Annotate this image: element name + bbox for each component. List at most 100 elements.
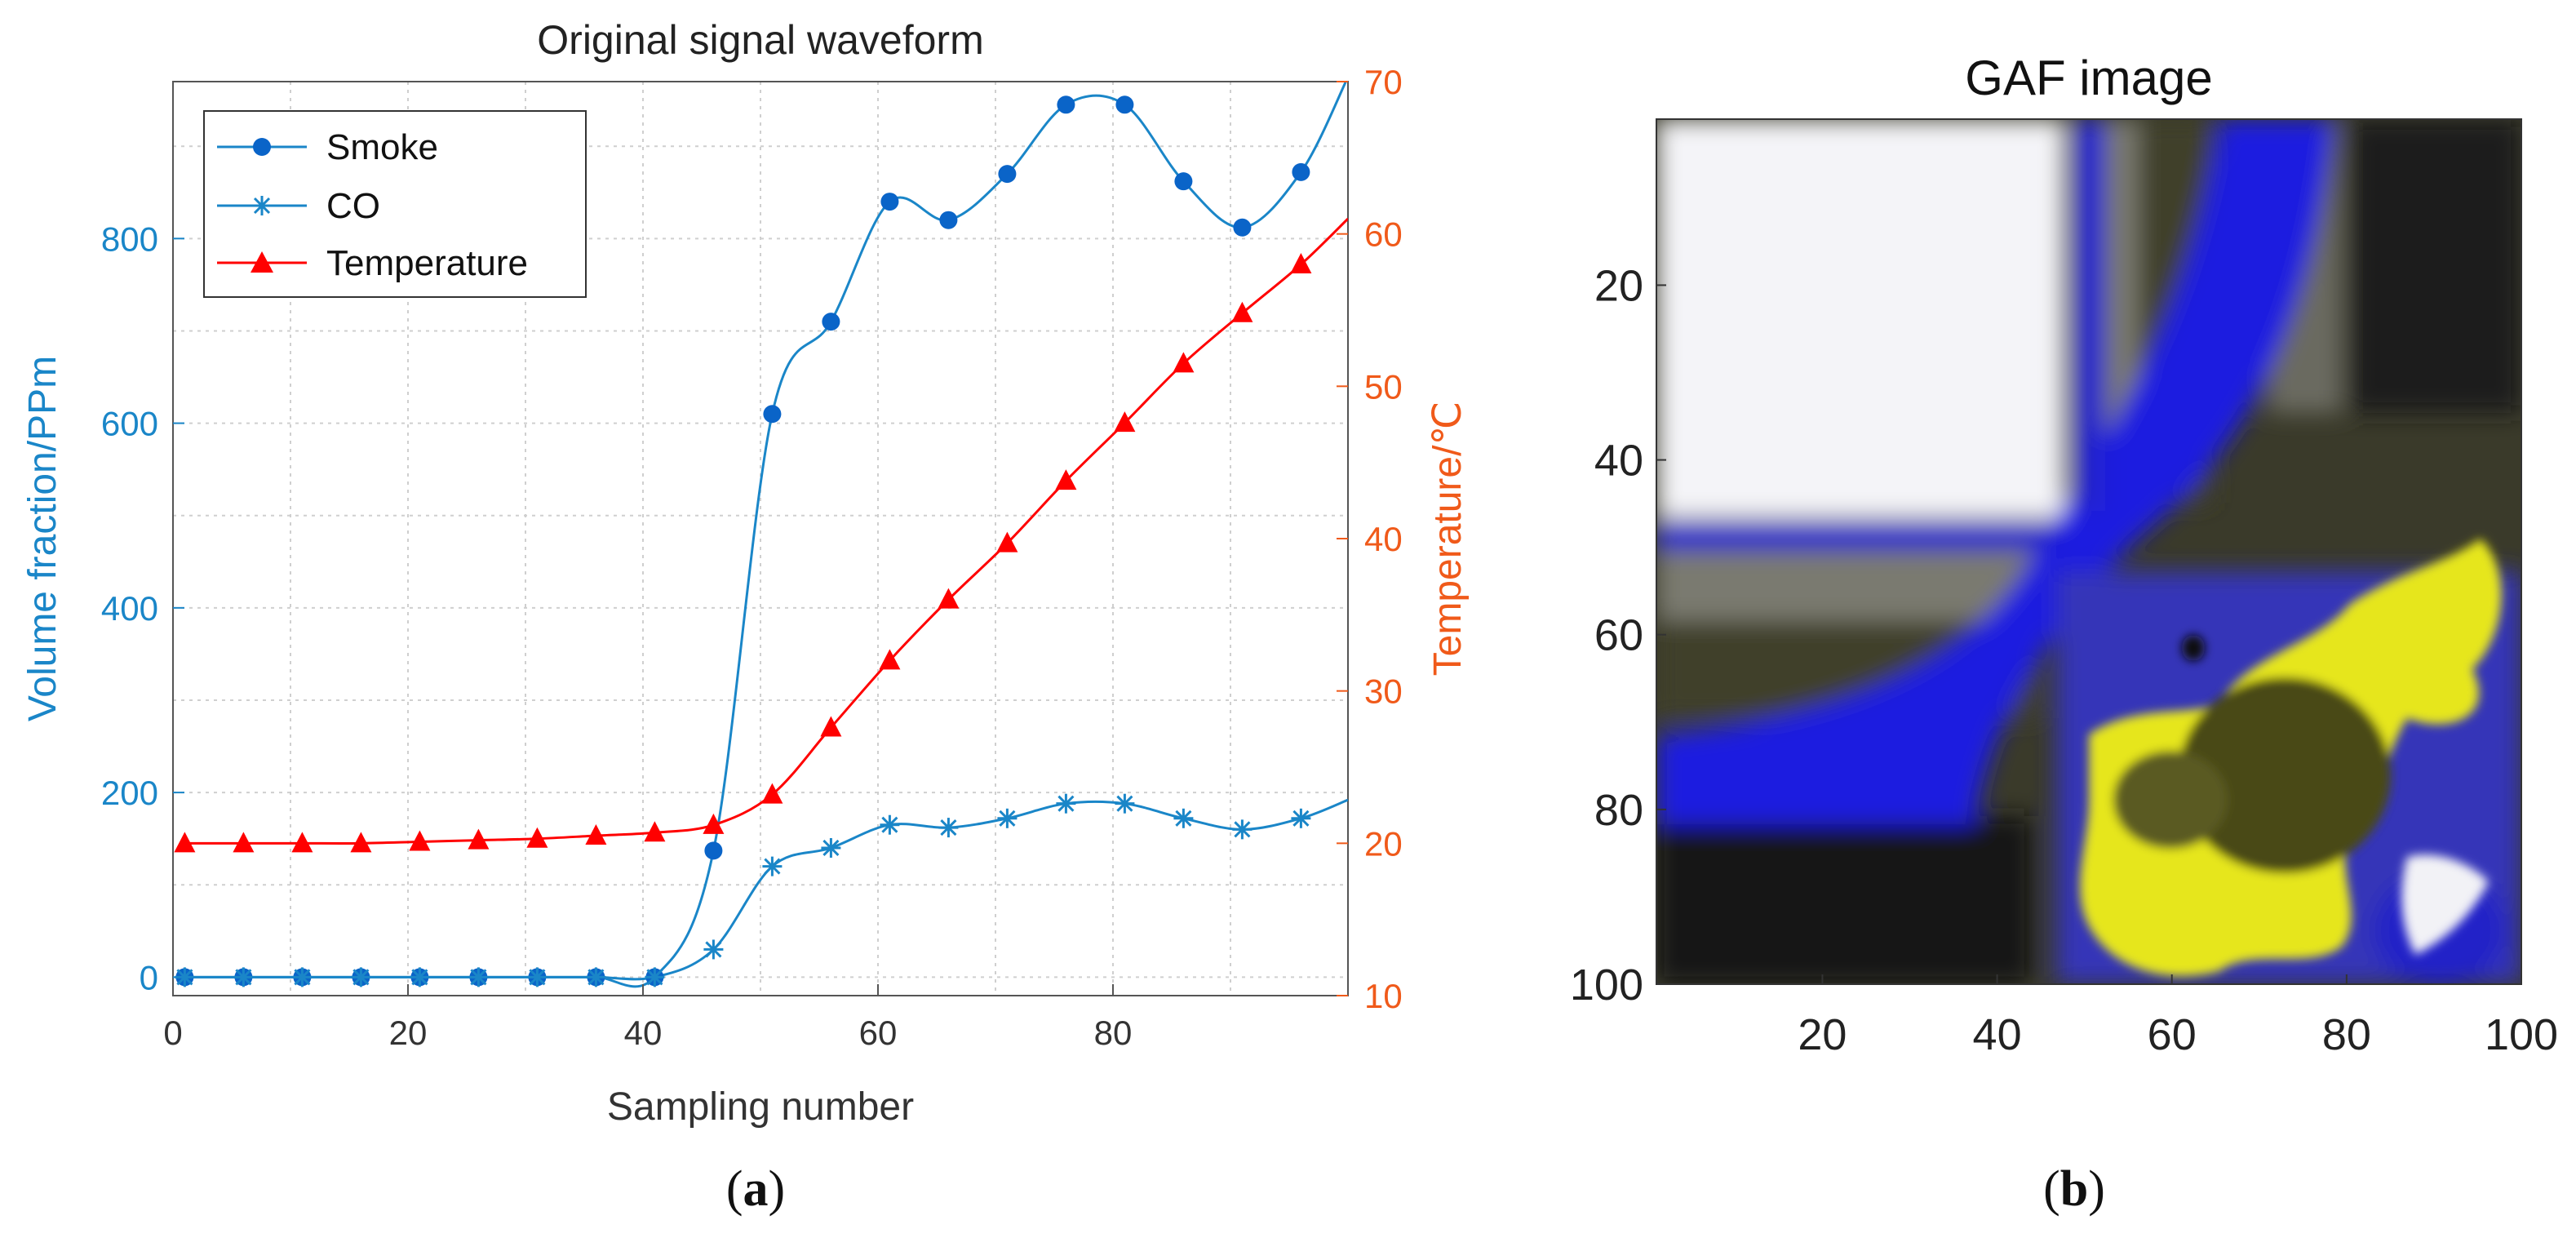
marker-co	[410, 967, 430, 987]
bottom-tick-label: 0	[163, 1014, 182, 1052]
gaf-y-tick-label: 20	[1594, 261, 1643, 310]
gaf-x-tick-label: 80	[2322, 1010, 2371, 1059]
right-tick-label: 30	[1364, 672, 1403, 711]
left-tick-label: 600	[101, 405, 158, 443]
right-axis-ticks: 10 20 30 40 50 60 70	[1337, 63, 1403, 1015]
gaf-x-tick-label: 40	[1973, 1010, 2022, 1059]
marker-co	[1056, 793, 1076, 814]
x-axis-label: Sampling number	[607, 1085, 914, 1129]
marker-temperature	[350, 832, 372, 853]
marker-temperature	[233, 832, 255, 853]
marker-temperature	[879, 649, 901, 670]
right-tick-label: 70	[1364, 63, 1403, 101]
right-tick-label: 50	[1364, 367, 1403, 406]
bottom-tick-label: 60	[859, 1014, 898, 1052]
gaf-image-panel: GAF image	[1570, 51, 2558, 1217]
marker-temperature	[526, 827, 548, 848]
caption-b: (b)	[2043, 1161, 2105, 1217]
right-tick-label: 40	[1364, 520, 1403, 558]
left-tick-label: 200	[101, 774, 158, 812]
series-line-temperature	[184, 217, 1348, 845]
gaf-dark-spot	[2182, 635, 2205, 661]
marker-smoke	[763, 405, 782, 424]
gaf-blue-band	[1656, 119, 2334, 824]
gaf-white-patch	[2401, 854, 2489, 955]
marker-co	[292, 967, 313, 987]
grid-lines	[173, 82, 1348, 996]
marker-smoke	[1292, 162, 1310, 181]
right-tick-label: 20	[1364, 824, 1403, 863]
right-tick-label: 60	[1364, 215, 1403, 254]
gaf-band-bottom-dark	[1656, 816, 2032, 984]
marker-co	[527, 967, 548, 987]
legend-label-smoke: Smoke	[326, 127, 438, 167]
marker-temperature	[1231, 301, 1253, 322]
marker-smoke	[704, 841, 723, 860]
marker-co	[1291, 808, 1311, 828]
marker-smoke	[998, 165, 1017, 184]
legend-item-smoke: Smoke	[217, 127, 438, 167]
marker-temperature	[644, 821, 666, 842]
chart-title: Original signal waveform	[537, 17, 983, 63]
gaf-olive-center	[2179, 677, 2391, 873]
gaf-band-top-dark	[2350, 119, 2521, 413]
marker-co	[645, 967, 665, 987]
series-line-co	[184, 798, 1348, 981]
marker-co	[586, 967, 606, 987]
bottom-tick-label: 40	[624, 1014, 663, 1052]
gaf-x-tick-label: 60	[2148, 1010, 2197, 1059]
right-tick-label: 10	[1364, 977, 1403, 1015]
gaf-light-block	[1656, 119, 2064, 519]
marker-temperature	[938, 588, 960, 609]
marker-co	[1232, 819, 1253, 840]
caption-a: (a)	[726, 1161, 785, 1217]
legend-label-co: CO	[326, 186, 380, 226]
left-axis-ticks: 0 200 400 600 800	[101, 220, 184, 996]
marker-temperature	[703, 813, 725, 834]
marker-co	[762, 856, 783, 876]
legend-marker-co	[252, 196, 272, 215]
marker-co	[351, 967, 371, 987]
gaf-y-tick-label: 100	[1570, 961, 1643, 1009]
marker-co	[233, 967, 254, 987]
marker-temperature	[409, 830, 431, 851]
gaf-frame	[1656, 118, 2522, 985]
marker-smoke	[880, 193, 899, 211]
gaf-blue-row	[1656, 522, 2056, 550]
gaf-heatmap	[1656, 119, 2521, 984]
marker-temperature	[1114, 411, 1136, 433]
gaf-y-tick-label: 80	[1594, 786, 1643, 835]
left-tick-label: 800	[101, 220, 158, 258]
marker-smoke	[939, 211, 958, 229]
marker-smoke	[1057, 95, 1075, 114]
legend: Smoke CO Temperature	[203, 110, 587, 298]
gaf-blue-column	[2073, 119, 2105, 511]
marker-co	[468, 967, 489, 987]
marker-smoke	[822, 313, 840, 331]
gaf-x-ticks: 20 40 60 80 100	[1798, 974, 2558, 1059]
marker-temperature	[291, 832, 313, 853]
bottom-tick-label: 80	[1094, 1014, 1133, 1052]
line-chart-panel: Original signal waveform 0 200 400 600 800 1…	[21, 17, 1470, 1217]
bottom-axis-ticks: 0 20 40 60 80	[163, 984, 1132, 1052]
legend-label-temperature: Temperature	[326, 243, 528, 283]
left-tick-label: 400	[101, 589, 158, 628]
marker-temperature	[996, 531, 1018, 552]
legend-item-temperature: Temperature	[217, 243, 528, 283]
gaf-y-tick-label: 60	[1594, 611, 1643, 660]
marker-co	[821, 837, 841, 858]
gaf-y-ticks: 20 40 60 80 100	[1570, 261, 1666, 1009]
marker-co	[938, 818, 959, 838]
gaf-x-tick-label: 100	[2485, 1010, 2558, 1059]
marker-temperature	[1173, 352, 1195, 373]
marker-co	[1173, 808, 1194, 828]
gaf-x-tick-label: 20	[1798, 1010, 1847, 1059]
y-axis-label-right: Temperature/℃	[1426, 402, 1470, 677]
y-axis-label-left: Volume fraction/PPm	[21, 356, 64, 721]
gaf-olive-left	[2113, 751, 2228, 849]
gaf-title: GAF image	[1965, 51, 2212, 105]
marker-co	[703, 939, 724, 960]
marker-co	[1115, 793, 1135, 814]
marker-smoke	[1115, 95, 1134, 114]
